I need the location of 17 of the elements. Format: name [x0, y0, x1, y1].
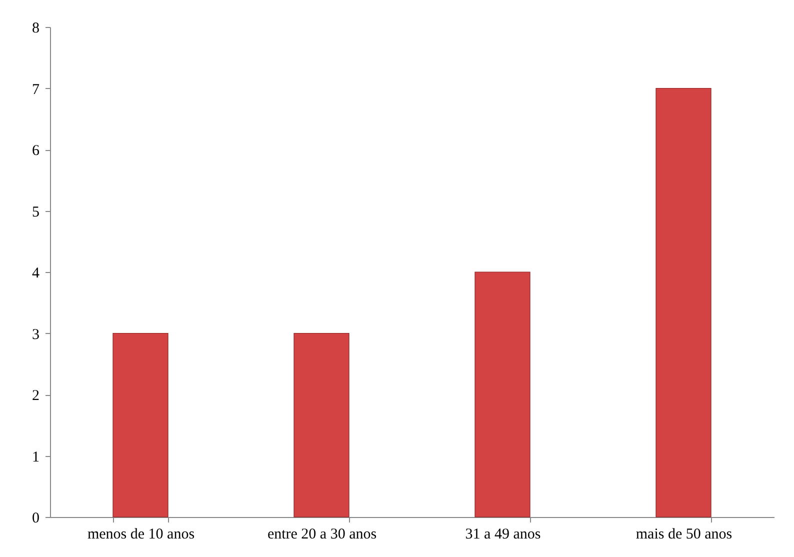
y-tick-label: 7	[32, 82, 40, 98]
y-tick-label: 1	[32, 449, 40, 466]
y-tick-label: 8	[32, 20, 40, 36]
bar	[294, 332, 350, 518]
x-tick-label: menos de 10 anos	[87, 526, 195, 542]
x-tick-label: 31 a 49 anos	[465, 526, 541, 542]
bar	[474, 272, 530, 518]
y-tick-label: 5	[32, 204, 40, 220]
x-tick-label: mais de 50 anos	[636, 526, 732, 542]
y-tick-label: 2	[32, 388, 40, 404]
y-tick-label: 6	[32, 143, 40, 159]
bar	[112, 332, 168, 518]
x-tick-label: entre 20 a 30 anos	[267, 526, 377, 542]
y-tick-label: 3	[32, 326, 40, 343]
y-tick-label: 0	[32, 510, 40, 526]
bar	[656, 88, 712, 518]
y-tick-label: 4	[32, 266, 40, 282]
